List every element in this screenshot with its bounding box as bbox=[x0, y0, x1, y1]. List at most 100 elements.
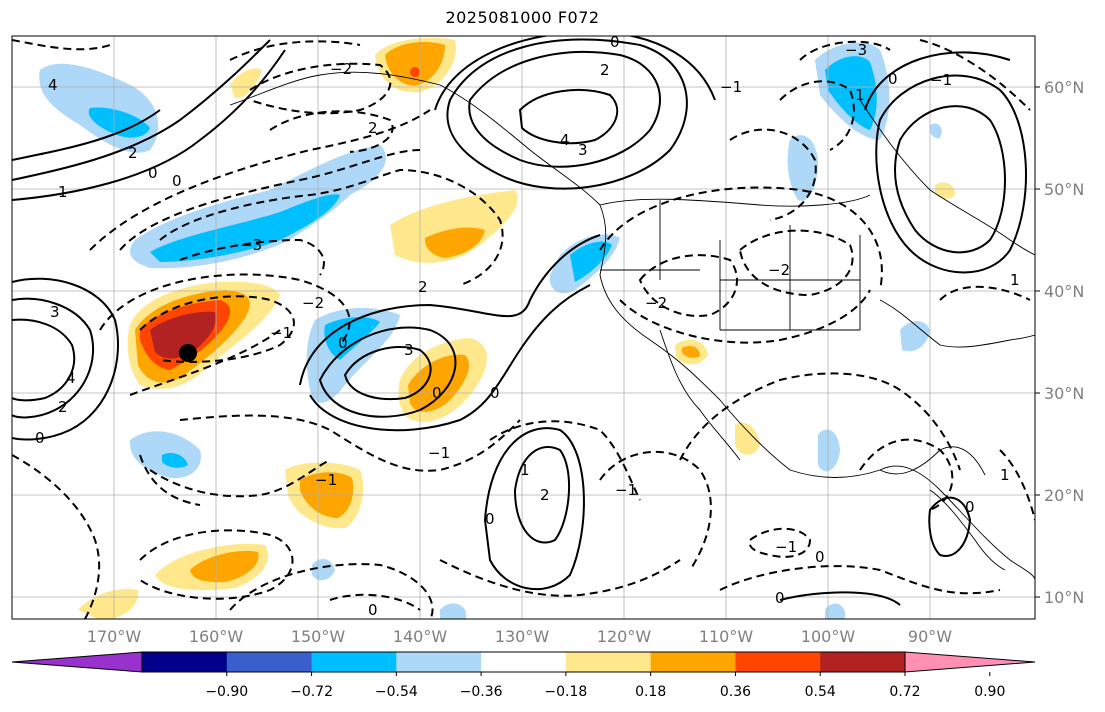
contour-label: 0 bbox=[610, 33, 620, 51]
contour-label: 2 bbox=[58, 398, 68, 416]
shade-blue-gulf bbox=[818, 429, 840, 472]
lat-label: 40°N bbox=[1044, 282, 1084, 301]
contour-label: 0 bbox=[148, 164, 158, 182]
contour-label: −1 bbox=[428, 444, 450, 462]
colorbar-extend-max bbox=[904, 651, 1036, 673]
contour-label: 2 bbox=[600, 61, 610, 79]
contour-label: −1 bbox=[775, 538, 797, 556]
shade-orange-mid bbox=[408, 354, 469, 412]
shade-blue-small3 bbox=[825, 603, 845, 619]
contour-label: 1 bbox=[520, 461, 530, 479]
contours bbox=[12, 36, 1035, 619]
shade-yellow-mex bbox=[735, 422, 760, 455]
lon-label: 100°W bbox=[801, 627, 856, 646]
contour-label: −1 bbox=[930, 71, 952, 89]
contour-label: −1 bbox=[315, 471, 337, 489]
shaded-anomalies bbox=[39, 37, 955, 619]
contour-label: 0 bbox=[35, 429, 45, 447]
colorbar: −0.90 −0.72 −0.54 −0.36 −0.18 0.18 0.36 0.54 0.7… bbox=[11, 651, 1036, 700]
lon-label: 140°W bbox=[393, 627, 448, 646]
lon-label: 160°W bbox=[189, 627, 244, 646]
colorbar-tick-label: 0.36 bbox=[720, 684, 751, 700]
colorbar-frame bbox=[141, 651, 906, 673]
shade-cyan-coast bbox=[570, 241, 612, 282]
colorbar-tick-label: 0.18 bbox=[635, 684, 666, 700]
contour-label: 3 bbox=[578, 141, 588, 159]
shade-yellow-ne bbox=[390, 190, 518, 263]
shade-cyan-mid bbox=[324, 317, 380, 360]
lon-label: 170°W bbox=[87, 627, 142, 646]
shade-blue-small2 bbox=[440, 603, 466, 619]
lon-label: 90°W bbox=[908, 627, 952, 646]
contour-label: −2 bbox=[645, 294, 667, 312]
graticule bbox=[12, 36, 1035, 619]
contour-label: 2 bbox=[540, 486, 550, 504]
colorbar-segment bbox=[735, 652, 821, 672]
shade-cyan-hi bbox=[162, 453, 188, 468]
contour-label: 0 bbox=[485, 510, 495, 528]
contour-label-group: 4 2 1 0 0 3 2 −1 −2 −3 0 4 3 2 0 −1 −2 −… bbox=[35, 33, 1020, 619]
shade-cyan-nw bbox=[88, 107, 150, 138]
colorbar-extend-min bbox=[11, 651, 143, 673]
colorbar-tick-label: 0.72 bbox=[889, 684, 920, 700]
shade-blue-east bbox=[900, 321, 930, 352]
shade-orange-ne bbox=[424, 227, 485, 258]
contour-label: 3 bbox=[404, 341, 414, 359]
contour-label: −3 bbox=[240, 236, 262, 254]
contour-label: 2 bbox=[418, 278, 428, 296]
colorbar-tick-label: 0.54 bbox=[805, 684, 836, 700]
colorbar-segment bbox=[565, 652, 652, 672]
colorbar-segment bbox=[226, 652, 313, 672]
shade-red-top bbox=[410, 67, 420, 77]
shade-darkred-w bbox=[150, 311, 217, 359]
shade-yellow-small bbox=[230, 68, 262, 99]
colorbar-tick-label: −0.72 bbox=[290, 684, 333, 700]
contour-label: 1 bbox=[58, 183, 68, 201]
contour-label: 1 bbox=[1010, 271, 1020, 289]
contour-label: 0 bbox=[965, 498, 975, 516]
lat-label: 30°N bbox=[1044, 384, 1084, 403]
contour-label: 3 bbox=[50, 303, 60, 321]
contour-label: 1 bbox=[855, 86, 865, 104]
lon-label: 110°W bbox=[699, 627, 754, 646]
colorbar-tick-label: −0.54 bbox=[375, 684, 418, 700]
contour-label: −1 bbox=[720, 78, 742, 96]
colorbar-tick-label: −0.18 bbox=[544, 684, 587, 700]
shade-orange-baja bbox=[682, 345, 700, 358]
contour-label: −2 bbox=[302, 294, 324, 312]
contour-label: −1 bbox=[270, 324, 292, 342]
lon-label: 120°W bbox=[597, 627, 652, 646]
contour-label: −1 bbox=[615, 481, 637, 499]
colorbar-segment bbox=[650, 652, 736, 672]
contour-label: 0 bbox=[338, 334, 348, 352]
storm-marker bbox=[179, 344, 197, 362]
contour-label: −2 bbox=[330, 60, 352, 78]
map-frame bbox=[11, 35, 1036, 620]
longitude-axis: 170°W 160°W 150°W 140°W 130°W 120°W 110°… bbox=[87, 627, 952, 646]
shade-orange-s2 bbox=[190, 550, 259, 583]
contour-label: 2 bbox=[128, 144, 138, 162]
contour-label: 1 bbox=[1000, 466, 1010, 484]
shade-cyan-band bbox=[150, 194, 340, 262]
contour-label: 2 bbox=[368, 119, 378, 137]
latitude-axis: 60°N 50°N 40°N 30°N 20°N 10°N bbox=[1035, 78, 1084, 607]
contour-label: −2 bbox=[768, 261, 790, 279]
colorbar-segment bbox=[311, 652, 397, 672]
contour-label: 0 bbox=[368, 601, 378, 619]
shade-yellow-s3 bbox=[78, 588, 139, 619]
colorbar-segment bbox=[396, 652, 482, 672]
lat-label: 20°N bbox=[1044, 486, 1084, 505]
shade-blue-ne2 bbox=[787, 135, 818, 201]
colorbar-segment bbox=[481, 652, 567, 672]
contour-label: 0 bbox=[432, 384, 442, 402]
contour-label: −3 bbox=[845, 41, 867, 59]
colorbar-segment bbox=[142, 652, 228, 672]
contour-label: 0 bbox=[490, 384, 500, 402]
colorbar-tick-label: −0.90 bbox=[205, 684, 248, 700]
contour-label: 4 bbox=[560, 131, 570, 149]
contour-label: 0 bbox=[172, 172, 182, 190]
colorbar-segment bbox=[820, 652, 906, 672]
lat-label: 60°N bbox=[1044, 78, 1084, 97]
colorbar-tick-label: 0.90 bbox=[974, 684, 1005, 700]
